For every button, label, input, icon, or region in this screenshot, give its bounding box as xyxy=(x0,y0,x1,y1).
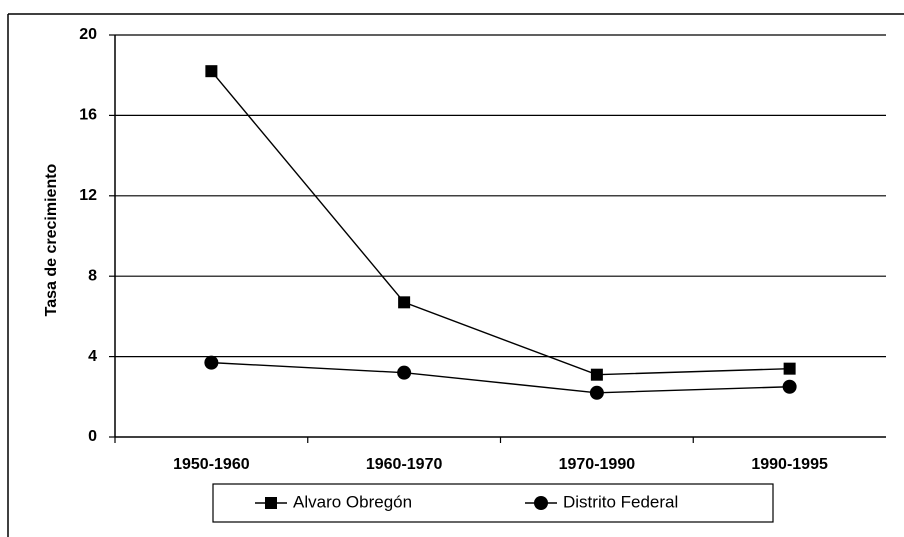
y-tick-label: 4 xyxy=(88,348,97,365)
legend-box xyxy=(212,483,774,523)
data-point xyxy=(204,355,219,370)
y-axis-label: Tasa de crecimiento xyxy=(43,163,60,316)
data-point xyxy=(589,385,604,400)
y-tick-label: 12 xyxy=(79,187,97,204)
x-tick-label: 1990-1995 xyxy=(751,456,828,473)
y-tick-label: 20 xyxy=(79,26,97,43)
x-tick-label: 1960-1970 xyxy=(366,456,443,473)
legend-text: Alvaro Obregón xyxy=(293,492,412,511)
series-line xyxy=(211,361,790,394)
legend-marker xyxy=(265,497,277,509)
legend-marker xyxy=(534,496,548,510)
y-tick-label: 8 xyxy=(88,267,97,284)
data-point xyxy=(205,65,218,78)
x-tick-label: 1950-1960 xyxy=(173,456,250,473)
data-point xyxy=(782,379,797,394)
data-point xyxy=(397,365,412,380)
data-point xyxy=(590,368,603,381)
data-point xyxy=(398,296,411,309)
legend-text: Distrito Federal xyxy=(563,492,678,511)
x-tick-label: 1970-1990 xyxy=(559,456,636,473)
series-line xyxy=(210,70,790,376)
data-point xyxy=(783,362,796,375)
y-tick-label: 16 xyxy=(79,107,97,124)
y-tick-label: 0 xyxy=(88,428,97,445)
